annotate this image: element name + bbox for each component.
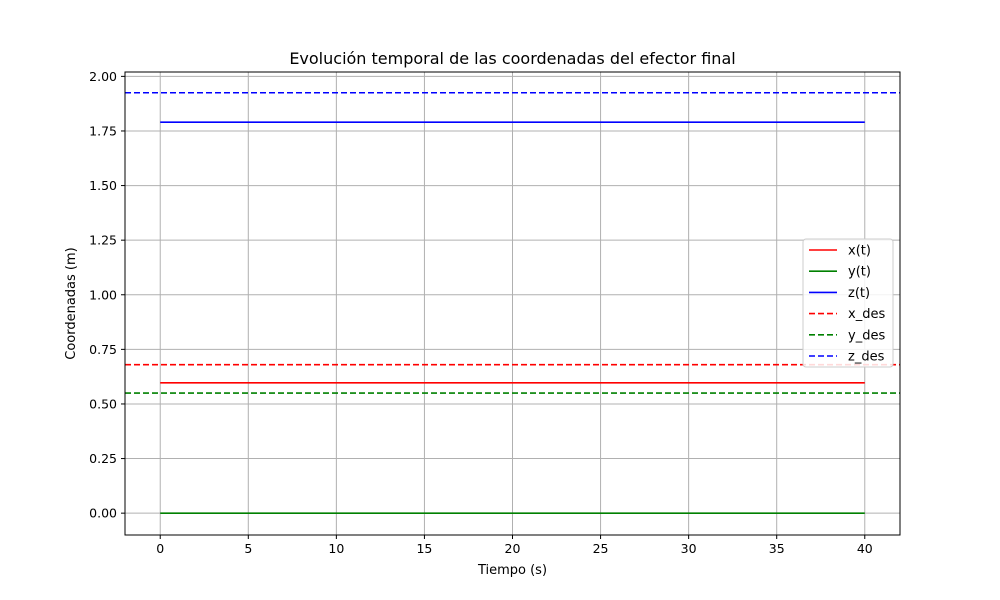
legend: x(t) y(t) z(t) x_des y_des z_des — [802, 238, 894, 368]
y-tick-label: 0.00 — [89, 506, 117, 521]
legend-label: z(t) — [848, 286, 870, 301]
x-axis: 0 5 10 15 20 25 30 35 40 — [156, 535, 873, 556]
x-tick-label: 20 — [505, 541, 521, 556]
y-tick-label: 0.25 — [89, 451, 117, 466]
y-tick-label: 1.50 — [89, 178, 117, 193]
x-tick-label: 15 — [416, 541, 432, 556]
y-tick-label: 0.50 — [89, 396, 117, 411]
legend-label: y(t) — [848, 265, 871, 280]
x-tick-label: 30 — [681, 541, 697, 556]
y-tick-label: 1.25 — [89, 233, 117, 248]
x-tick-label: 40 — [857, 541, 873, 556]
x-tick-label: 5 — [244, 541, 252, 556]
legend-label: x(t) — [848, 244, 871, 259]
y-tick-label: 0.75 — [89, 342, 117, 357]
chart-title: Evolución temporal de las coordenadas de… — [289, 49, 735, 68]
x-tick-label: 35 — [769, 541, 785, 556]
grid — [125, 72, 900, 535]
x-axis-label: Tiempo (s) — [477, 563, 547, 578]
x-tick-label: 25 — [593, 541, 609, 556]
y-tick-label: 1.75 — [89, 123, 117, 138]
y-tick-label: 2.00 — [89, 69, 117, 84]
y-axis: 0.00 0.25 0.50 0.75 1.00 1.25 1.50 1.75 2.00 — [89, 69, 125, 521]
y-tick-label: 1.00 — [89, 287, 117, 302]
y-axis-label: Coordenadas (m) — [64, 247, 79, 360]
legend-label: x_des — [848, 307, 885, 322]
series-layer — [125, 91, 900, 514]
x-tick-label: 0 — [156, 541, 164, 556]
legend-label: y_des — [848, 328, 885, 343]
x-tick-label: 10 — [328, 541, 344, 556]
legend-label: z_des — [848, 350, 885, 365]
